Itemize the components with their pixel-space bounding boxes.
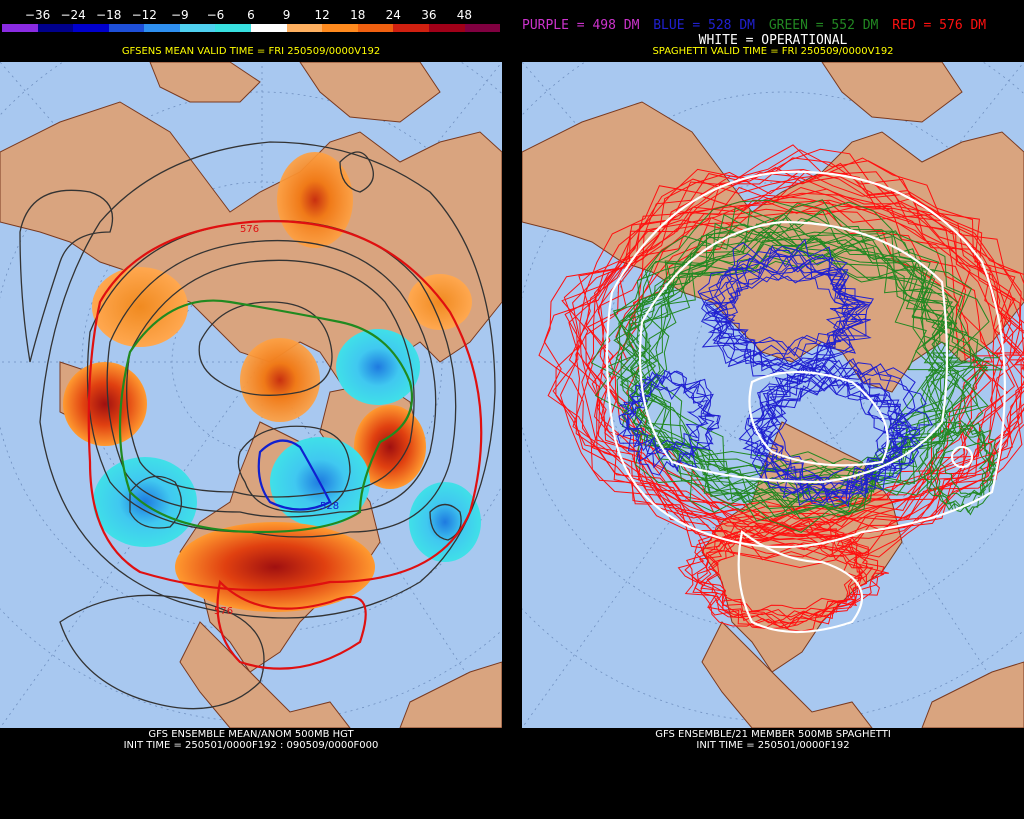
contour-label: 528 xyxy=(320,501,339,512)
spaghetti-line xyxy=(594,217,1003,533)
spaghetti-line xyxy=(585,186,1022,526)
colorbar-label: −6 xyxy=(206,8,225,22)
colorbar-swatch xyxy=(2,24,38,32)
spaghetti-legend: PURPLE = 498 DM BLUE = 528 DM GREEN = 55… xyxy=(522,18,1024,33)
spaghetti-line xyxy=(684,525,862,630)
spaghetti-map xyxy=(522,62,1024,728)
legend-red: RED = 576 DM xyxy=(892,18,987,33)
colorbar-swatch xyxy=(108,24,145,32)
spaghetti-line xyxy=(704,254,861,371)
spaghetti-line xyxy=(618,383,721,473)
spaghetti-line xyxy=(933,423,996,516)
colorbar-swatch xyxy=(251,24,287,32)
colorbar-label: 9 xyxy=(282,8,291,22)
spaghetti-line xyxy=(755,357,934,496)
colorbar-swatch xyxy=(428,24,465,32)
legend-white: WHITE = OPERATIONAL xyxy=(698,33,848,48)
colorbar-label: −12 xyxy=(131,8,157,22)
panel-divider xyxy=(502,0,522,819)
spaghetti-panel: PURPLE = 498 DM BLUE = 528 DM GREEN = 55… xyxy=(522,0,1024,819)
colorbar-swatch xyxy=(357,24,394,32)
spaghetti-line xyxy=(625,370,712,455)
colorbar-label: −24 xyxy=(60,8,86,22)
spaghetti-line xyxy=(586,171,1016,539)
colorbar-swatch xyxy=(286,24,323,32)
colorbar-label: 18 xyxy=(350,8,366,22)
spaghetti-line xyxy=(713,266,850,373)
colorbar-label: 36 xyxy=(421,8,437,22)
colorbar-label: 24 xyxy=(385,8,401,22)
spaghetti-line xyxy=(929,425,995,514)
contour-label: 576 xyxy=(214,606,233,617)
colorbar-label: −36 xyxy=(24,8,51,22)
spaghetti-line xyxy=(690,513,871,624)
colorbar-labels: −36 −24 −18 −12 −9 −6 6 9 12 18 24 36 48 xyxy=(2,8,500,22)
colorbar-swatch xyxy=(464,24,501,32)
spaghetti-line xyxy=(593,149,1024,569)
right-init-time: INIT TIME = 250501/0000F192 xyxy=(696,740,850,751)
spaghetti-line xyxy=(745,361,903,504)
legend-purple: PURPLE = 498 DM xyxy=(522,18,640,33)
spaghetti-line xyxy=(581,169,1024,540)
spaghetti-line xyxy=(706,524,865,625)
spaghetti-line xyxy=(700,527,885,618)
spaghetti-line xyxy=(694,537,860,628)
spaghetti-line xyxy=(696,532,889,621)
left-valid-time: GFSENS MEAN VALID TIME = FRI 250509/0000… xyxy=(121,46,381,57)
spaghetti-line xyxy=(677,511,874,624)
colorbar-swatch xyxy=(322,24,358,32)
spaghetti-line xyxy=(552,157,1024,558)
spaghetti-line xyxy=(923,427,987,511)
spaghetti-line xyxy=(623,166,993,552)
contour-labels: 576 528 576 xyxy=(214,224,339,617)
spaghetti-line xyxy=(704,267,873,372)
spaghetti-line xyxy=(543,199,1024,528)
colorbar-label: 12 xyxy=(314,8,330,22)
spaghetti-line xyxy=(555,194,1024,537)
spaghetti-line xyxy=(759,379,920,493)
left-init-time: INIT TIME = 250501/0000F192 : 090509/000… xyxy=(123,740,379,751)
colorbar-swatch xyxy=(37,24,74,32)
legend-green: GREEN = 552 DM xyxy=(768,18,879,33)
operational-contours xyxy=(605,170,1006,634)
colorbar-swatch xyxy=(393,24,429,32)
anomaly-colorbar: −36 −24 −18 −12 −9 −6 6 9 12 18 24 36 48 xyxy=(2,8,501,40)
spaghetti-line xyxy=(618,370,704,452)
colorbar-label: 48 xyxy=(456,8,473,22)
spaghetti-line xyxy=(700,270,859,371)
spaghetti-line xyxy=(699,521,867,613)
mean-anomaly-panel: −36 −24 −18 −12 −9 −6 6 9 12 18 24 36 48 GFSENS MEAN… xyxy=(0,0,502,819)
key-contours xyxy=(87,220,483,670)
height-contours xyxy=(19,141,496,710)
colorbar-label: 6 xyxy=(247,8,255,22)
left-bottom-title: GFS ENSEMBLE MEAN/ANOM 500MB HGT xyxy=(148,729,354,740)
spaghetti-line xyxy=(701,253,858,358)
spaghetti-line xyxy=(698,245,866,357)
colorbar-label: −18 xyxy=(96,8,122,22)
spaghetti-line xyxy=(928,428,996,498)
colorbar-swatches xyxy=(2,24,501,32)
colorbar-swatch xyxy=(179,24,216,32)
colorbar-swatch xyxy=(215,24,252,32)
contour-label: 576 xyxy=(240,224,259,235)
colorbar-swatch xyxy=(73,24,109,32)
legend-blue: BLUE = 528 DM xyxy=(653,18,755,33)
right-valid-time: SPAGHETTI VALID TIME = FRI 250509/0000V1… xyxy=(652,46,894,57)
right-bottom-title: GFS ENSEMBLE/21 MEMBER 500MB SPAGHETTI xyxy=(655,729,891,740)
colorbar-label: −9 xyxy=(170,8,189,22)
spaghetti-line xyxy=(713,249,870,366)
spaghetti-line xyxy=(697,238,863,367)
green-spaghetti-lines xyxy=(590,199,1003,533)
mean-anomaly-map: 576 528 576 xyxy=(0,62,502,728)
colorbar-swatch xyxy=(144,24,180,32)
spaghetti-line xyxy=(918,421,993,508)
